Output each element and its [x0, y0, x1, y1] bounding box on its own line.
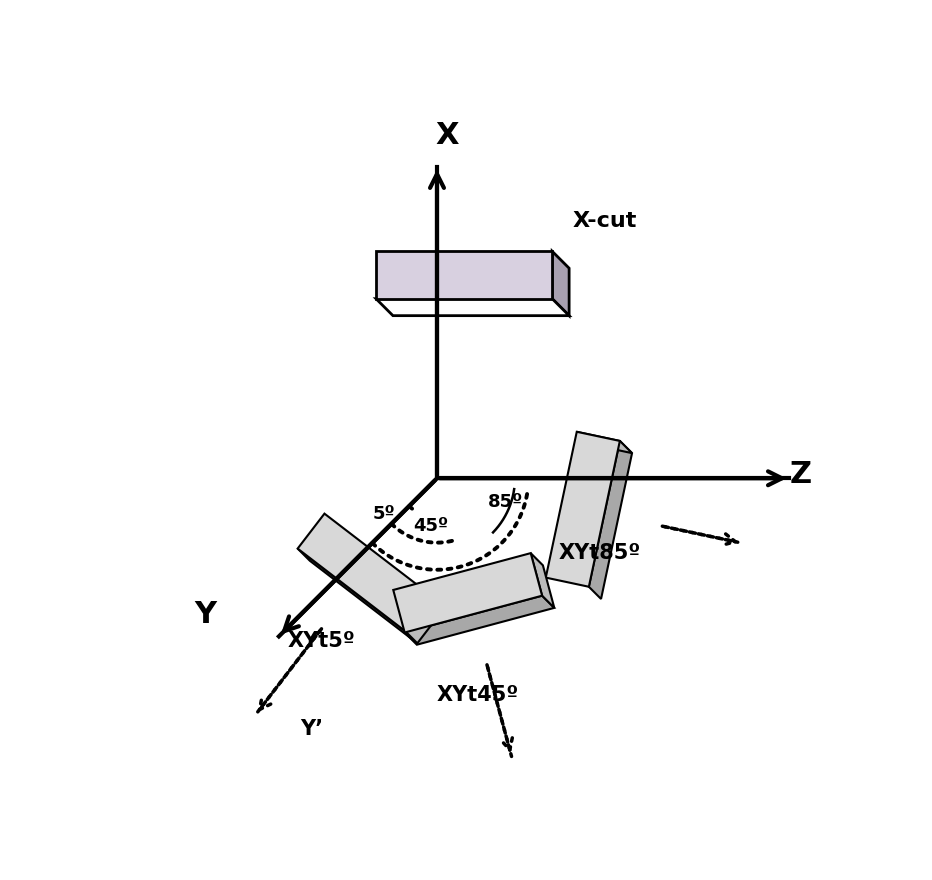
Text: Y: Y	[195, 600, 217, 629]
Polygon shape	[530, 554, 555, 608]
Text: 5º: 5º	[373, 504, 395, 523]
Polygon shape	[589, 441, 632, 599]
Text: Z: Z	[789, 460, 812, 489]
Text: X: X	[435, 121, 459, 150]
Polygon shape	[546, 432, 620, 587]
Polygon shape	[552, 252, 569, 316]
Polygon shape	[297, 548, 418, 643]
Polygon shape	[577, 432, 632, 453]
Text: 85º: 85º	[487, 493, 523, 511]
Polygon shape	[297, 514, 432, 631]
Text: Y’: Y’	[300, 719, 323, 739]
Text: X-cut: X-cut	[572, 211, 637, 231]
Polygon shape	[404, 596, 555, 645]
Text: XYt5º: XYt5º	[288, 631, 356, 651]
Text: 45º: 45º	[413, 517, 448, 535]
Text: XYt45º: XYt45º	[437, 686, 519, 705]
Polygon shape	[405, 596, 445, 643]
Polygon shape	[376, 252, 552, 298]
Polygon shape	[376, 298, 569, 316]
Polygon shape	[393, 554, 542, 633]
Text: XYt85º: XYt85º	[559, 543, 641, 563]
